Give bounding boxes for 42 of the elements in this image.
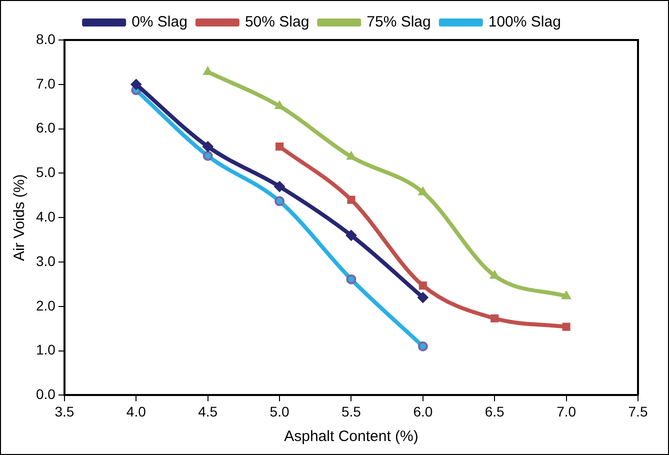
y-tick-label: 3.0 [36, 252, 56, 269]
point [418, 341, 428, 352]
y-axis-title: Air Voids (%) [11, 174, 28, 261]
x-tick-label: 4.5 [198, 403, 218, 420]
point [562, 322, 570, 331]
point [202, 141, 214, 152]
x-tick-label: 5.0 [270, 403, 290, 420]
point [274, 181, 286, 192]
x-tick-label: 7.0 [556, 403, 576, 420]
point [346, 274, 356, 284]
point [276, 142, 284, 151]
point [561, 290, 572, 300]
point [274, 100, 284, 110]
y-tick-label: 2.0 [36, 297, 56, 314]
x-tick-label: 5.5 [341, 403, 362, 420]
x-axis-title: Asphalt Content (%) [284, 428, 418, 446]
legend-label: 100% Slag [488, 14, 561, 31]
y-tick-label: 5.0 [36, 164, 56, 180]
y-tick-label: 0.0 [36, 386, 56, 402]
x-tick-label: 4.0 [126, 403, 146, 420]
point [274, 196, 285, 206]
y-tick-label: 6.0 [36, 120, 56, 136]
point [202, 150, 213, 161]
y-tick-label: 8.0 [36, 30, 56, 47]
point [347, 196, 356, 204]
point [490, 270, 500, 279]
point [346, 230, 357, 241]
y-tick-label: 7.0 [36, 75, 56, 92]
legend-label: 75% Slag [366, 14, 431, 31]
point [490, 314, 499, 322]
x-tick-label: 7.5 [628, 403, 648, 420]
x-tick-label: 6.0 [413, 403, 433, 420]
point [130, 78, 142, 90]
x-tick-label: 6.5 [484, 403, 505, 420]
point [418, 281, 427, 290]
point [417, 292, 428, 304]
point [418, 186, 428, 196]
legend-label: 0% Slag [132, 14, 188, 31]
x-tick-label: 3.5 [54, 403, 74, 420]
y-tick-label: 1.0 [36, 342, 56, 358]
y-tick-label: 4.0 [36, 208, 56, 224]
legend-label: 50% Slag [244, 14, 310, 31]
